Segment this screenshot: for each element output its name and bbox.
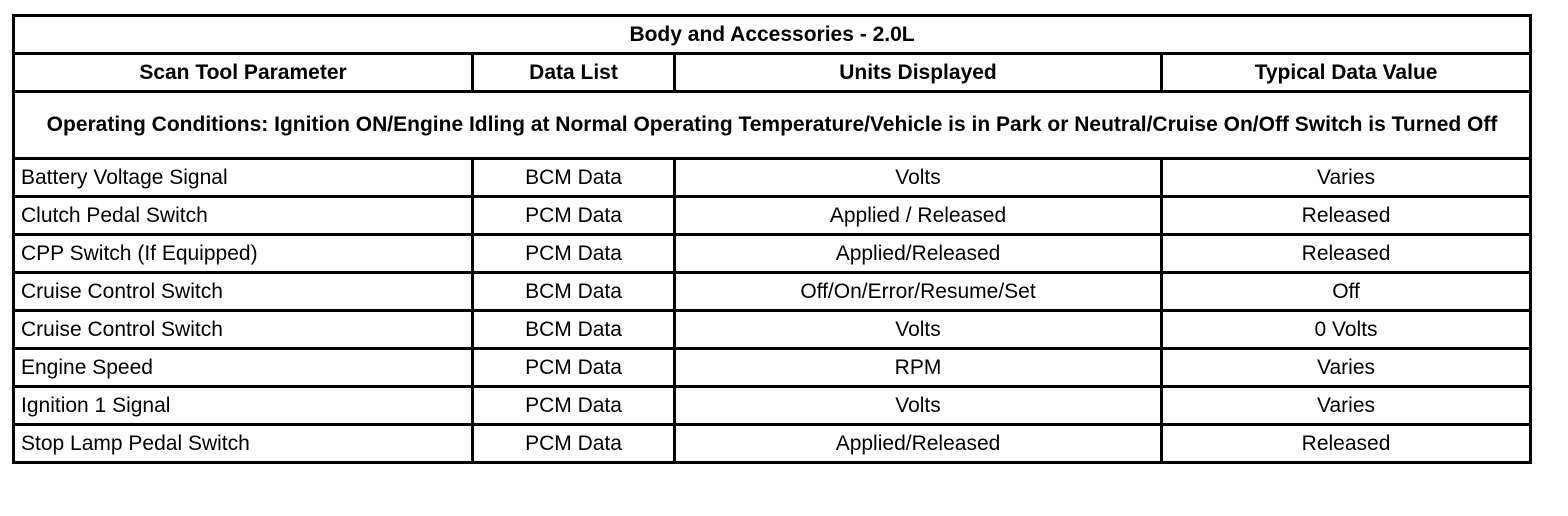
cell-units: Applied/Released bbox=[673, 423, 1163, 464]
cell-data-list: PCM Data bbox=[471, 195, 676, 236]
cell-units: Applied/Released bbox=[673, 233, 1163, 274]
cell-typical-value: Off bbox=[1159, 271, 1533, 312]
cell-typical-value: Released bbox=[1159, 233, 1533, 274]
cell-units: Off/On/Error/Resume/Set bbox=[673, 271, 1163, 312]
table-row: Battery Voltage Signal BCM Data Volts Varie… bbox=[12, 157, 1533, 198]
cell-parameter: Stop Lamp Pedal Switch bbox=[12, 423, 474, 464]
header-units: Units Displayed bbox=[673, 52, 1163, 93]
cell-data-list: PCM Data bbox=[471, 347, 676, 388]
header-data-list: Data List bbox=[471, 52, 676, 93]
cell-parameter: Cruise Control Switch bbox=[12, 271, 474, 312]
header-typical-value: Typical Data Value bbox=[1159, 52, 1533, 93]
header-row: Scan Tool Parameter Data List Units Disp… bbox=[12, 52, 1533, 93]
cell-parameter: Clutch Pedal Switch bbox=[12, 195, 474, 236]
table-row: Ignition 1 Signal PCM Data Volts Varies bbox=[12, 385, 1533, 426]
cell-units: Applied / Released bbox=[673, 195, 1163, 236]
header-parameter: Scan Tool Parameter bbox=[12, 52, 474, 93]
data-table: Body and Accessories - 2.0L Scan Tool Pa… bbox=[11, 14, 1533, 464]
cell-data-list: PCM Data bbox=[471, 423, 676, 464]
operating-conditions: Operating Conditions: Ignition ON/Engine… bbox=[11, 90, 1533, 160]
cell-parameter: CPP Switch (If Equipped) bbox=[12, 233, 474, 274]
cell-data-list: BCM Data bbox=[471, 309, 676, 350]
table-row: Stop Lamp Pedal Switch PCM Data Applied/Re… bbox=[12, 423, 1533, 464]
cell-data-list: BCM Data bbox=[471, 157, 676, 198]
table-row: Engine Speed PCM Data RPM Varies bbox=[12, 347, 1533, 388]
cell-typical-value: Varies bbox=[1159, 157, 1533, 198]
cell-parameter: Engine Speed bbox=[12, 347, 474, 388]
cell-units: Volts bbox=[673, 157, 1163, 198]
cell-typical-value: Released bbox=[1159, 195, 1533, 236]
cell-typical-value: Released bbox=[1159, 423, 1533, 464]
table-row: Cruise Control Switch BCM Data Volts 0 Volt… bbox=[12, 309, 1533, 350]
table-row: CPP Switch (If Equipped) PCM Data Applied/… bbox=[12, 233, 1533, 274]
cell-typical-value: 0 Volts bbox=[1159, 309, 1533, 350]
cell-parameter: Battery Voltage Signal bbox=[12, 157, 474, 198]
cell-units: Volts bbox=[673, 309, 1163, 350]
cell-typical-value: Varies bbox=[1159, 385, 1533, 426]
cell-data-list: BCM Data bbox=[471, 271, 676, 312]
cell-parameter: Ignition 1 Signal bbox=[12, 385, 474, 426]
cell-data-list: PCM Data bbox=[471, 233, 676, 274]
table-row: Clutch Pedal Switch PCM Data Applied / Rel… bbox=[12, 195, 1533, 236]
table-title: Body and Accessories - 2.0L bbox=[11, 14, 1533, 55]
conditions-row: Operating Conditions: Ignition ON/Engine… bbox=[11, 90, 1533, 160]
title-row: Body and Accessories - 2.0L bbox=[11, 14, 1533, 55]
cell-parameter: Cruise Control Switch bbox=[12, 309, 474, 350]
cell-units: Volts bbox=[673, 385, 1163, 426]
table-row: Cruise Control Switch BCM Data Off/On/Erro… bbox=[12, 271, 1533, 312]
cell-data-list: PCM Data bbox=[471, 385, 676, 426]
cell-typical-value: Varies bbox=[1159, 347, 1533, 388]
cell-units: RPM bbox=[673, 347, 1163, 388]
